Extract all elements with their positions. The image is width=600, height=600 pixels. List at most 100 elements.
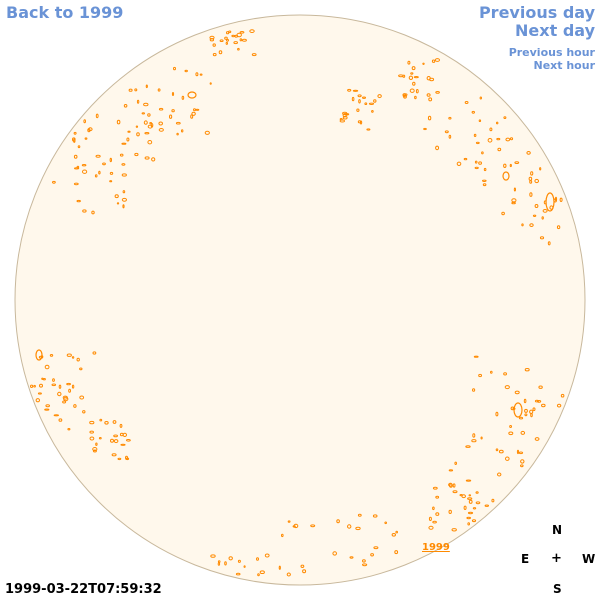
compass-south-label: S (553, 582, 562, 596)
magnetic-feature-contour (113, 439, 119, 444)
magnetic-feature-contour (241, 38, 247, 42)
magnetic-feature-contour (364, 102, 368, 105)
magnetic-feature-contour (345, 113, 350, 116)
active-region-contour (545, 192, 555, 212)
magnetic-feature-contour (411, 66, 416, 71)
magnetic-feature-contour (391, 533, 396, 537)
magnetic-feature-contour (184, 69, 188, 73)
magnetic-feature-contour (505, 456, 510, 461)
magnetic-feature-contour (347, 524, 352, 529)
magnetic-feature-contour (532, 407, 536, 412)
magnetic-feature-contour (479, 96, 482, 100)
magnetic-feature-contour (239, 38, 243, 42)
magnetic-feature-contour (452, 490, 458, 494)
magnetic-feature-contour (157, 88, 161, 92)
magnetic-feature-contour (520, 459, 525, 464)
magnetic-feature-contour (473, 355, 479, 358)
magnetic-feature-contour (237, 559, 241, 563)
magnetic-feature-contour (472, 388, 476, 392)
magnetic-feature-contour (451, 528, 457, 532)
active-region-contour (35, 349, 43, 361)
magnetic-feature-contour (541, 403, 546, 408)
magnetic-feature-contour (373, 99, 377, 103)
magnetic-feature-contour (62, 400, 67, 404)
magnetic-feature-contour (415, 89, 419, 94)
magnetic-feature-contour (98, 170, 101, 175)
magnetic-feature-contour (503, 372, 508, 376)
magnetic-feature-contour (448, 116, 452, 120)
magnetic-feature-contour (491, 498, 495, 503)
magnetic-feature-contour (45, 404, 51, 408)
compass-north-label: N (552, 523, 563, 537)
magnetic-feature-contour (145, 84, 148, 89)
magnetic-feature-contour (35, 398, 40, 403)
previous-hour-link[interactable]: Previous hour (508, 46, 595, 59)
magnetic-feature-contour (513, 187, 517, 192)
magnetic-feature-contour (66, 353, 72, 357)
solar-disk (14, 14, 586, 586)
magnetic-feature-contour (102, 162, 106, 166)
magnetic-feature-contour (529, 223, 534, 228)
magnetic-feature-contour (218, 50, 223, 55)
magnetic-feature-contour (538, 385, 543, 389)
magnetic-feature-contour (281, 533, 284, 538)
magnetic-features (30, 29, 565, 577)
magnetic-feature-contour (256, 557, 259, 561)
magnetic-feature-contour (41, 377, 44, 380)
magnetic-feature-contour (539, 167, 542, 171)
magnetic-feature-contour (351, 96, 355, 102)
magnetic-feature-contour (357, 94, 362, 98)
magnetic-feature-contour (532, 214, 537, 218)
magnetic-feature-contour (432, 486, 438, 490)
magnetic-feature-contour (481, 151, 484, 155)
magnetic-feature-contour (136, 99, 140, 104)
magnetic-feature-contour (51, 383, 57, 387)
magnetic-feature-contour (117, 457, 122, 461)
magnetic-feature-contour (496, 137, 501, 141)
magnetic-feature-contour (371, 110, 374, 113)
magnetic-feature-contour (121, 173, 127, 177)
magnetic-feature-contour (332, 551, 338, 556)
magnetic-feature-contour (414, 95, 417, 100)
magnetic-feature-contour (408, 75, 414, 81)
next-day-link[interactable]: Next day (515, 21, 595, 40)
magnetic-feature-contour (394, 550, 399, 555)
magnetic-feature-contour (181, 129, 184, 133)
previous-day-link[interactable]: Previous day (478, 3, 595, 22)
magnetic-feature-contour (518, 451, 524, 455)
magnetic-feature-contour (122, 204, 125, 209)
magnetic-feature-contour (116, 119, 121, 125)
magnetic-feature-contour (355, 526, 361, 531)
magnetic-feature-contour (409, 88, 415, 93)
magnetic-feature-contour (474, 160, 478, 164)
magnetic-feature-contour (204, 130, 210, 135)
magnetic-feature-contour (109, 157, 113, 163)
magnetic-feature-contour (410, 72, 414, 75)
active-region-contour (513, 402, 523, 418)
magnetic-feature-contour (342, 115, 348, 120)
magnetic-feature-contour (81, 164, 87, 167)
magnetic-feature-contour (121, 163, 126, 166)
magnetic-feature-contour (147, 140, 153, 145)
magnetic-feature-contour (37, 392, 42, 395)
magnetic-feature-contour (448, 483, 453, 488)
back-to-year-link[interactable]: Back to 1999 (6, 3, 124, 22)
magnetic-feature-contour (339, 119, 345, 123)
magnetic-feature-contour (523, 398, 527, 404)
magnetic-feature-contour (373, 546, 379, 550)
magnetic-feature-contour (509, 425, 513, 428)
magnetic-feature-contour (468, 494, 472, 497)
magnetic-feature-contour (395, 530, 399, 534)
magnetic-feature-contour (448, 134, 452, 139)
magnetic-feature-contour (79, 395, 85, 400)
magnetic-feature-contour (428, 525, 434, 530)
magnetic-feature-contour (104, 421, 109, 425)
year-marker-link[interactable]: 1999 (422, 542, 450, 553)
magnetic-feature-contour (478, 161, 483, 165)
magnetic-feature-contour (428, 97, 433, 102)
magnetic-feature-contour (508, 431, 514, 436)
magnetic-feature-contour (484, 504, 489, 507)
magnetic-feature-contour (49, 354, 54, 357)
next-hour-link[interactable]: Next hour (533, 59, 596, 72)
magnetic-feature-contour (495, 448, 499, 452)
